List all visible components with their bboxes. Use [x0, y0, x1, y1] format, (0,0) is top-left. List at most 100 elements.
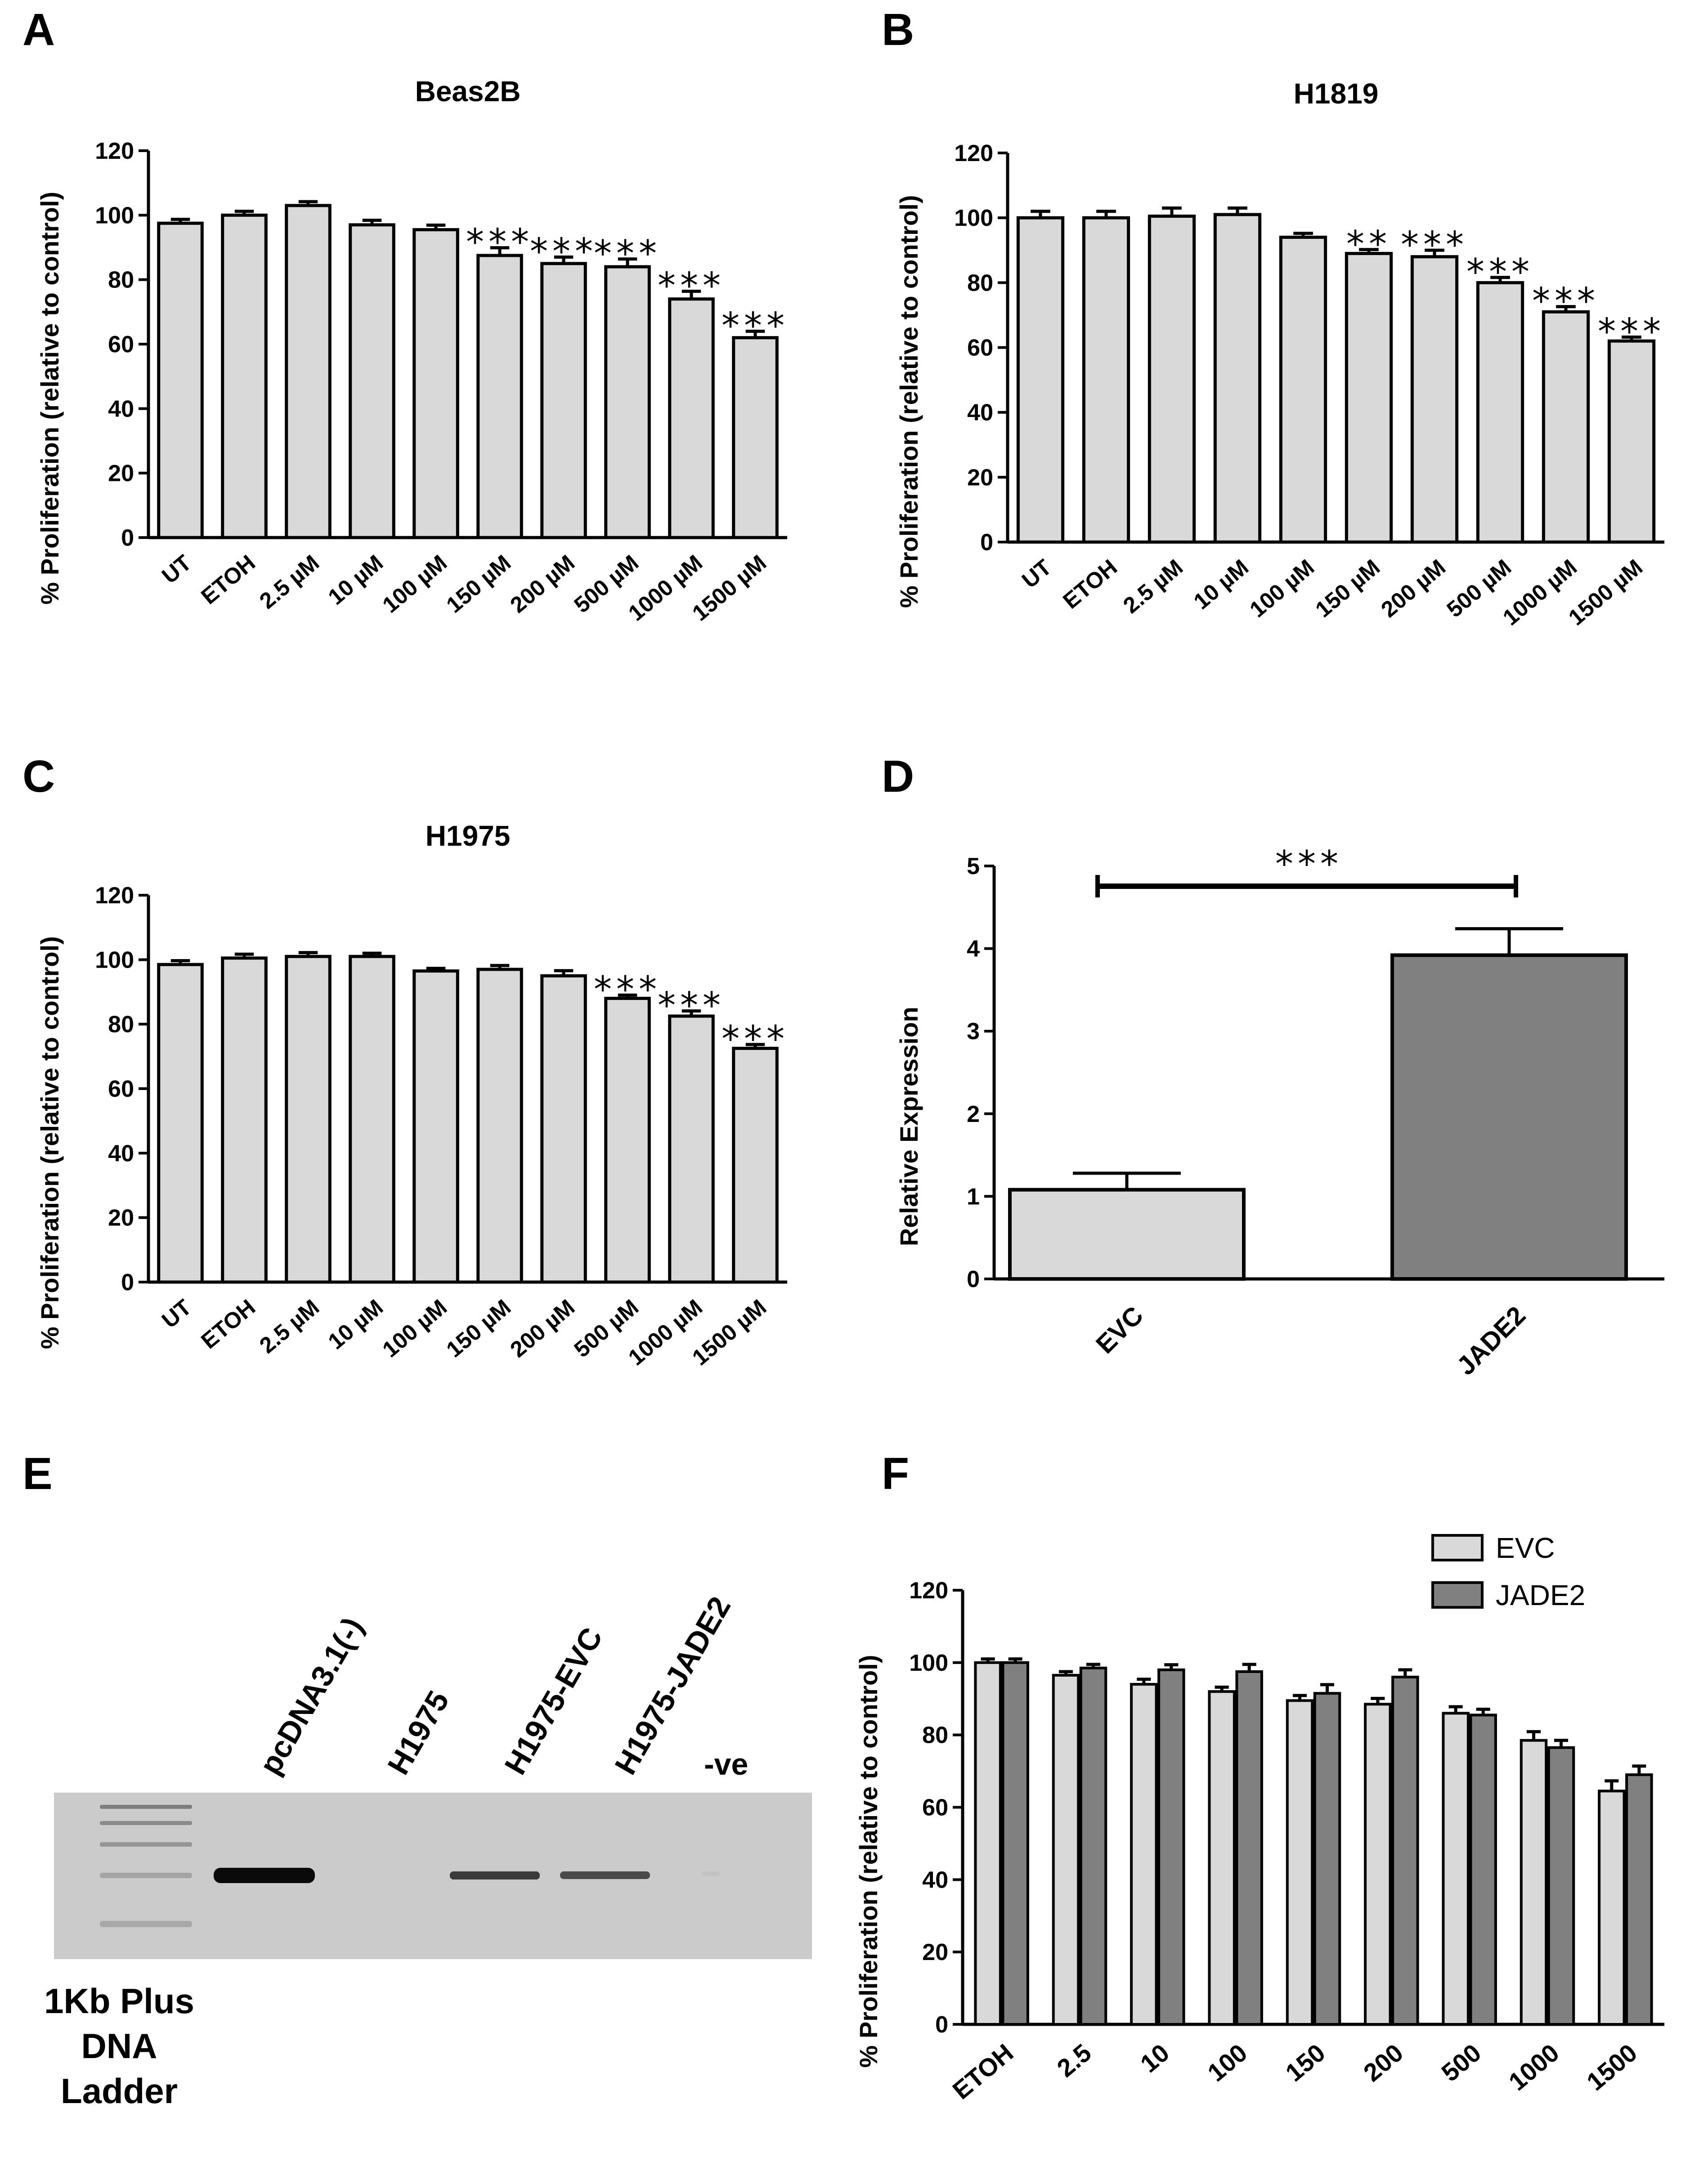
x-tick-label: ETOH [1058, 555, 1122, 614]
gel-band-pcdna [214, 1868, 315, 1883]
ladder-label: Ladder [61, 2071, 178, 2111]
bar [1235, 1670, 1263, 2026]
y-tick-label: 60 [922, 1795, 948, 1821]
panel-letter-d: D [882, 751, 914, 802]
y-axis-label: % Proliferation (relative to control) [36, 936, 64, 1349]
x-tick-label: 2.5 µM [255, 550, 324, 614]
bar [1476, 281, 1524, 544]
bar [1469, 1713, 1497, 2026]
y-axis-label: % Proliferation (relative to control) [854, 1655, 883, 2068]
y-axis-label: Relative Expression [895, 1007, 923, 1246]
x-tick-label: 1000 [1503, 2038, 1565, 2096]
y-tick-label: 120 [909, 1578, 948, 1604]
ladder-band [100, 1873, 192, 1878]
x-tick-label: 100 µM [1245, 555, 1319, 623]
significance-label: *** [658, 265, 725, 306]
y-tick-label: 20 [108, 461, 134, 487]
bar [285, 204, 332, 539]
significance-label: *** [658, 984, 725, 1026]
x-tick-label: 10 [1135, 2038, 1175, 2078]
y-tick-label: 40 [108, 1140, 134, 1166]
x-tick-label: ETOH [196, 1295, 260, 1354]
ladder-band [100, 1842, 192, 1847]
y-tick-label: 5 [967, 853, 980, 879]
chart-h1819: 0 20 40 60 80 100 120 % Proliferation (relative… [895, 77, 1665, 630]
bar [1052, 1673, 1080, 2026]
x-tick-label: 200 [1358, 2038, 1408, 2087]
ladder-band [100, 1805, 192, 1809]
bar [668, 297, 715, 539]
ladder-label: DNA [81, 2026, 157, 2066]
bar [1390, 953, 1628, 1281]
x-tick-label: 100 µM [378, 1295, 452, 1363]
x-tick-label: 150 µM [1311, 555, 1385, 623]
y-tick-label: 100 [95, 947, 134, 973]
significance-label: *** [1598, 310, 1665, 352]
legend-label: EVC [1496, 1532, 1555, 1564]
y-tick-label: 80 [967, 270, 993, 296]
bar [412, 969, 459, 1284]
x-tick-label: 200 µM [1376, 555, 1451, 623]
significance-label: *** [594, 969, 661, 1010]
gel-image: pcDNA3.1(-) H1975 H1975-EVC H1975-JADE2 … [44, 1591, 812, 2111]
x-tick-label: 10 µM [323, 1295, 388, 1355]
bar [1213, 213, 1262, 544]
significance-label: *** [466, 221, 533, 263]
y-tick-label: 60 [108, 1076, 134, 1102]
x-tick-label: ETOH [947, 2038, 1018, 2105]
chart-relative-expression: 0 1 2 3 4 5 Relative Expression EVC JADE2 *** [895, 843, 1664, 1381]
y-tick-label: 120 [954, 140, 993, 166]
y-tick-label: 20 [967, 465, 993, 491]
chart-evc-vs-jade2: 0 20 40 60 80 100 120 % Proliferation (relative… [854, 1532, 1664, 2105]
panel-letter-b: B [882, 4, 914, 55]
bar [604, 996, 651, 1284]
panel-letter-c: C [22, 751, 55, 802]
bar [1079, 1666, 1107, 2026]
bar [1520, 1739, 1548, 2026]
significance-label: *** [1532, 280, 1600, 322]
x-tick-label: 10 µM [323, 550, 388, 610]
y-tick-label: 0 [121, 1269, 134, 1296]
gel-lane-label: H1975 [381, 1685, 456, 1781]
y-tick-label: 20 [922, 1939, 948, 1965]
bar [412, 228, 459, 539]
bar [1607, 339, 1656, 544]
x-tick-label: JADE2 [1451, 1301, 1531, 1381]
gel-band-h1975-jade2 [560, 1871, 650, 1879]
bar [1345, 251, 1393, 544]
y-tick-label: 100 [909, 1650, 948, 1676]
y-tick-label: 1 [967, 1184, 980, 1210]
bar [1547, 1746, 1575, 2026]
y-tick-label: 4 [967, 936, 980, 962]
chart-h1975: 0 20 40 60 80 100 120 % Proliferation (relative… [36, 820, 787, 1370]
y-tick-label: 100 [95, 202, 134, 229]
bar [221, 956, 268, 1284]
legend-label: JADE2 [1496, 1579, 1585, 1611]
x-tick-label: UT [157, 1295, 196, 1333]
x-tick-label: 1500 [1581, 2038, 1642, 2096]
bar [974, 1661, 1002, 2026]
bar [349, 223, 395, 539]
bar [1130, 1683, 1158, 2026]
significance-label: *** [594, 233, 661, 274]
bar [1016, 216, 1065, 544]
x-tick-label: 150 [1280, 2038, 1331, 2087]
x-tick-label: UT [1017, 555, 1056, 593]
bar [1208, 1690, 1236, 2026]
bar [1001, 1661, 1029, 2026]
significance-label: *** [1275, 843, 1343, 885]
y-tick-label: 120 [95, 883, 134, 909]
x-tick-label: 150 µM [442, 1295, 516, 1363]
y-tick-label: 40 [967, 400, 993, 426]
bar [476, 254, 523, 539]
x-tick-label: EVC [1090, 1301, 1149, 1359]
bar [1542, 310, 1590, 544]
y-axis-label: % Proliferation (relative to control) [36, 192, 64, 605]
y-tick-label: 40 [922, 1867, 948, 1893]
bar [349, 955, 395, 1284]
bar [285, 955, 332, 1284]
bar [1625, 1773, 1653, 2026]
bar [1364, 1703, 1392, 2026]
bar [1148, 215, 1196, 544]
